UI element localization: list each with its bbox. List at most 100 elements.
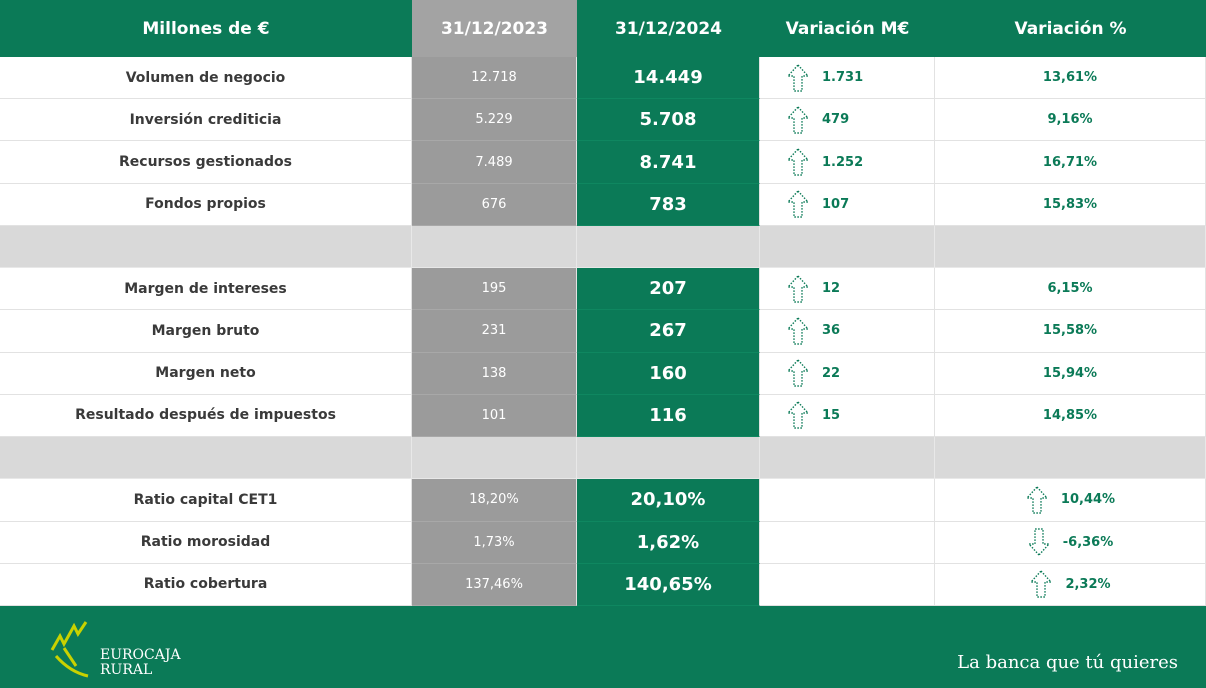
value-2023-text: 5.229 bbox=[475, 112, 513, 128]
header-cell-text: Variación M€ bbox=[785, 18, 910, 39]
variation-m-text: 479 bbox=[822, 112, 850, 128]
variation-m-text: 12 bbox=[822, 281, 841, 297]
variation-m: 36 bbox=[760, 310, 935, 353]
separator-row bbox=[760, 225, 935, 269]
variation-m: 479 bbox=[760, 99, 935, 142]
row-label-text: Margen de intereses bbox=[124, 280, 287, 297]
value-2023: 5.229 bbox=[412, 99, 577, 142]
arrow-up bbox=[786, 401, 810, 430]
value-2024: 267 bbox=[577, 310, 760, 353]
row-label-text: Margen bruto bbox=[151, 322, 260, 339]
variation-pct: 13,61% bbox=[935, 57, 1206, 100]
row-label: Resultado después de impuestos bbox=[0, 394, 412, 438]
value-2023: 101 bbox=[412, 394, 577, 438]
variation-m-text: 15 bbox=[822, 407, 841, 423]
logo-text: RURAL bbox=[100, 662, 153, 678]
footer: EUROCAJA RURAL La banca que tú quieres bbox=[0, 606, 1206, 688]
variation-pct: 6,15% bbox=[935, 268, 1206, 311]
row-label: Inversión crediticia bbox=[0, 99, 412, 142]
row-label: Ratio cobertura bbox=[0, 563, 412, 606]
value-2024: 160 bbox=[577, 352, 760, 395]
value-2023-text: 195 bbox=[481, 281, 507, 297]
row-label-text: Resultado después de impuestos bbox=[75, 407, 336, 424]
header-cell-text: 31/12/2023 bbox=[440, 18, 549, 39]
slogan: La banca que tú quieres bbox=[957, 652, 1178, 673]
value-2023-text: 18,20% bbox=[469, 492, 519, 508]
variation-pct-text: 15,83% bbox=[1042, 196, 1098, 212]
variation-pct-text: 9,16% bbox=[1047, 112, 1093, 128]
logo-text: EUROCAJA bbox=[100, 647, 181, 663]
value-2023: 18,20% bbox=[412, 479, 577, 522]
value-2023-text: 138 bbox=[481, 365, 507, 381]
variation-pct: 9,16% bbox=[935, 99, 1206, 142]
value-2023: 12.718 bbox=[412, 57, 577, 100]
row-label-text: Ratio capital CET1 bbox=[133, 491, 278, 508]
arrow-up bbox=[786, 274, 810, 303]
separator-row bbox=[412, 225, 577, 269]
row-label: Margen bruto bbox=[0, 310, 412, 353]
separator-row bbox=[577, 225, 760, 269]
value-2024: 783 bbox=[577, 183, 760, 226]
row-label: Recursos gestionados bbox=[0, 141, 412, 184]
value-2024-text: 207 bbox=[649, 278, 687, 300]
variation-pct: 15,58% bbox=[935, 310, 1206, 353]
header-cell-text: Variación % bbox=[1014, 18, 1127, 39]
value-2023-text: 676 bbox=[481, 196, 507, 212]
arrow-up bbox=[1029, 570, 1054, 599]
separator-row bbox=[760, 437, 935, 480]
value-2024: 140,65% bbox=[577, 563, 760, 606]
value-2024-text: 14.449 bbox=[633, 67, 703, 89]
arrow-up bbox=[786, 63, 810, 92]
variation-pct-text: 2,32% bbox=[1065, 576, 1111, 592]
arrow-up bbox=[786, 148, 810, 176]
variation-pct: 10,44% bbox=[935, 479, 1206, 522]
variation-m bbox=[760, 563, 935, 606]
value-2024-text: 8.741 bbox=[639, 151, 697, 173]
row-label: Margen neto bbox=[0, 352, 412, 395]
value-2023: 137,46% bbox=[412, 563, 577, 606]
variation-m-text: 1.252 bbox=[822, 154, 864, 170]
variation-pct-text: 16,71% bbox=[1042, 154, 1098, 170]
separator-row bbox=[935, 225, 1206, 269]
value-2023-text: 1,73% bbox=[473, 534, 515, 550]
arrow-up bbox=[786, 316, 810, 345]
row-label-text: Ratio morosidad bbox=[140, 534, 271, 551]
header-cell: Variación M€ bbox=[760, 0, 935, 57]
variation-m: 22 bbox=[760, 352, 935, 395]
variation-pct: 14,85% bbox=[935, 394, 1206, 438]
logo-mark bbox=[50, 621, 89, 678]
value-2024-text: 267 bbox=[649, 320, 687, 342]
variation-pct-text: 14,85% bbox=[1042, 407, 1098, 423]
row-label: Margen de intereses bbox=[0, 268, 412, 311]
header-cell: Variación % bbox=[935, 0, 1206, 57]
variation-m: 1.731 bbox=[760, 57, 935, 100]
variation-m: 1.252 bbox=[760, 141, 935, 184]
variation-pct: -6,36% bbox=[935, 521, 1206, 564]
value-2024-text: 20,10% bbox=[630, 489, 706, 511]
row-label-text: Inversión crediticia bbox=[129, 111, 282, 128]
value-2023: 676 bbox=[412, 183, 577, 226]
variation-m-text: 107 bbox=[822, 196, 850, 212]
variation-m: 107 bbox=[760, 183, 935, 226]
variation-m: 12 bbox=[760, 268, 935, 311]
value-2024-text: 140,65% bbox=[624, 573, 712, 595]
separator-row bbox=[0, 437, 412, 480]
value-2024-text: 5.708 bbox=[639, 109, 697, 131]
variation-pct: 16,71% bbox=[935, 141, 1206, 184]
value-2023-text: 12.718 bbox=[471, 70, 517, 86]
variation-pct: 15,94% bbox=[935, 352, 1206, 395]
separator-row bbox=[577, 437, 760, 480]
row-label: Ratio morosidad bbox=[0, 521, 412, 564]
row-label-text: Recursos gestionados bbox=[119, 154, 292, 171]
variation-pct-text: 15,94% bbox=[1042, 365, 1098, 381]
header-cell-text: Millones de € bbox=[142, 18, 270, 39]
value-2023: 7.489 bbox=[412, 141, 577, 184]
arrow-up bbox=[786, 105, 810, 134]
value-2024-text: 160 bbox=[649, 362, 687, 384]
row-label: Ratio capital CET1 bbox=[0, 479, 412, 522]
row-label-text: Volumen de negocio bbox=[125, 69, 286, 86]
row-label: Fondos propios bbox=[0, 183, 412, 226]
variation-m-text: 36 bbox=[822, 323, 841, 339]
variation-m bbox=[760, 521, 935, 564]
